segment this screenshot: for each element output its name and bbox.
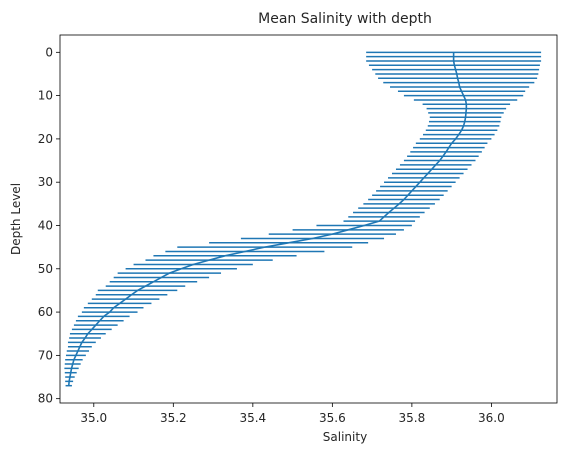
y-tick-label-20: 20	[38, 132, 53, 146]
y-tick-label-80: 80	[38, 392, 53, 406]
x-axis-title: Salinity	[323, 430, 367, 444]
x-tick-label-35.2: 35.2	[160, 411, 187, 425]
y-axis-title: Depth Level	[9, 183, 23, 255]
x-tick-label-35.4: 35.4	[239, 411, 266, 425]
x-tick-label-35.0: 35.0	[80, 411, 107, 425]
x-tick-label-36.0: 36.0	[478, 411, 505, 425]
plot-frame	[59, 34, 558, 404]
chart-title: Mean Salinity with depth	[258, 11, 432, 27]
mean-salinity-line	[67, 52, 468, 386]
x-tick-label-35.6: 35.6	[319, 411, 346, 425]
y-tick-label-60: 60	[38, 305, 53, 319]
error-bars-layer	[64, 51, 542, 387]
y-tick-label-70: 70	[38, 348, 53, 362]
y-tick-label-50: 50	[38, 262, 53, 276]
mean-line-layer	[67, 52, 468, 386]
y-tick-label-30: 30	[38, 175, 53, 189]
y-tick-label-40: 40	[38, 218, 53, 232]
y-tick-label-0: 0	[45, 45, 53, 59]
axes-layer: 35.0 35.2 35.4 35.6 35.8 36.0 0 10 20 30 40 50 60 70 8…	[38, 34, 558, 425]
x-tick-label-35.8: 35.8	[399, 411, 426, 425]
y-tick-label-10: 10	[38, 89, 53, 103]
